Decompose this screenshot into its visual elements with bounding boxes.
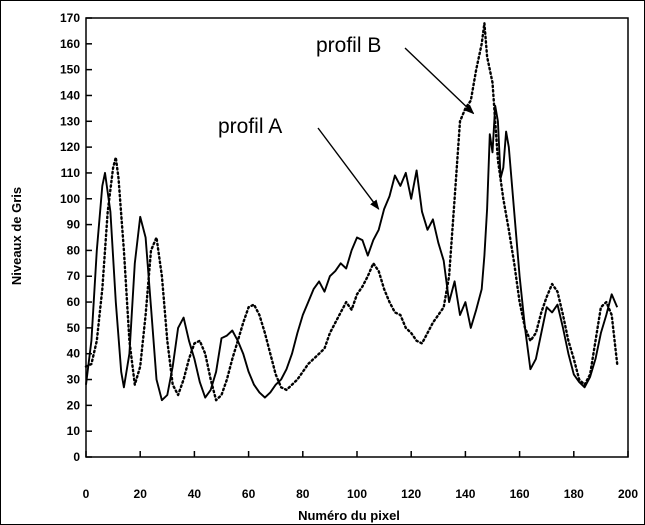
y-tick-label: 140 <box>60 88 80 102</box>
annotation-label: profil A <box>218 115 282 138</box>
annotation-arrow <box>404 47 475 115</box>
series-line-profil-a <box>85 104 619 402</box>
y-tick-label: 30 <box>67 373 81 387</box>
y-tick-label: 100 <box>60 192 80 206</box>
x-tick-label: 0 <box>83 487 90 501</box>
y-tick-label: 10 <box>67 424 81 438</box>
y-axis-label: Niveaux de Gris <box>9 187 24 285</box>
x-tick-label: 140 <box>455 487 475 501</box>
y-tick-label: 40 <box>67 347 81 361</box>
y-tick-label: 150 <box>60 63 80 77</box>
annotation-layer: profil A profil B <box>218 34 475 210</box>
x-tick-label: 200 <box>618 487 638 501</box>
x-tick-label: 20 <box>134 487 148 501</box>
x-tick-label: 100 <box>347 487 367 501</box>
y-tick-label: 160 <box>60 37 80 51</box>
y-tick-label: 170 <box>60 11 80 25</box>
annotation-label: profil B <box>316 34 381 57</box>
series-layer <box>84 22 619 402</box>
x-axis-label: Numéro du pixel <box>298 508 400 523</box>
y-tick-label: 60 <box>67 295 81 309</box>
x-tick-label: 60 <box>242 487 256 501</box>
x-tick-label: 80 <box>296 487 310 501</box>
x-tick-label: 180 <box>564 487 584 501</box>
axes-layer: 0 10 20 30 40 50 60 70 80 90 100 110 120 130 140 150 160… <box>60 11 638 501</box>
y-tick-label: 90 <box>67 218 81 232</box>
y-tick-label: 70 <box>67 269 81 283</box>
y-tick-label: 0 <box>73 450 80 464</box>
y-tick-label: 110 <box>61 166 81 180</box>
y-tick-label: 80 <box>67 243 81 257</box>
y-tick-label: 50 <box>67 321 81 335</box>
y-tick-label: 130 <box>60 114 80 128</box>
x-tick-label: 120 <box>401 487 421 501</box>
series-line-profil-b <box>84 22 619 402</box>
y-tick-label: 120 <box>60 140 80 154</box>
x-tick-label: 160 <box>510 487 530 501</box>
annotation-arrow <box>317 127 380 210</box>
x-tick-label: 40 <box>188 487 202 501</box>
y-tick-label: 20 <box>67 398 81 412</box>
